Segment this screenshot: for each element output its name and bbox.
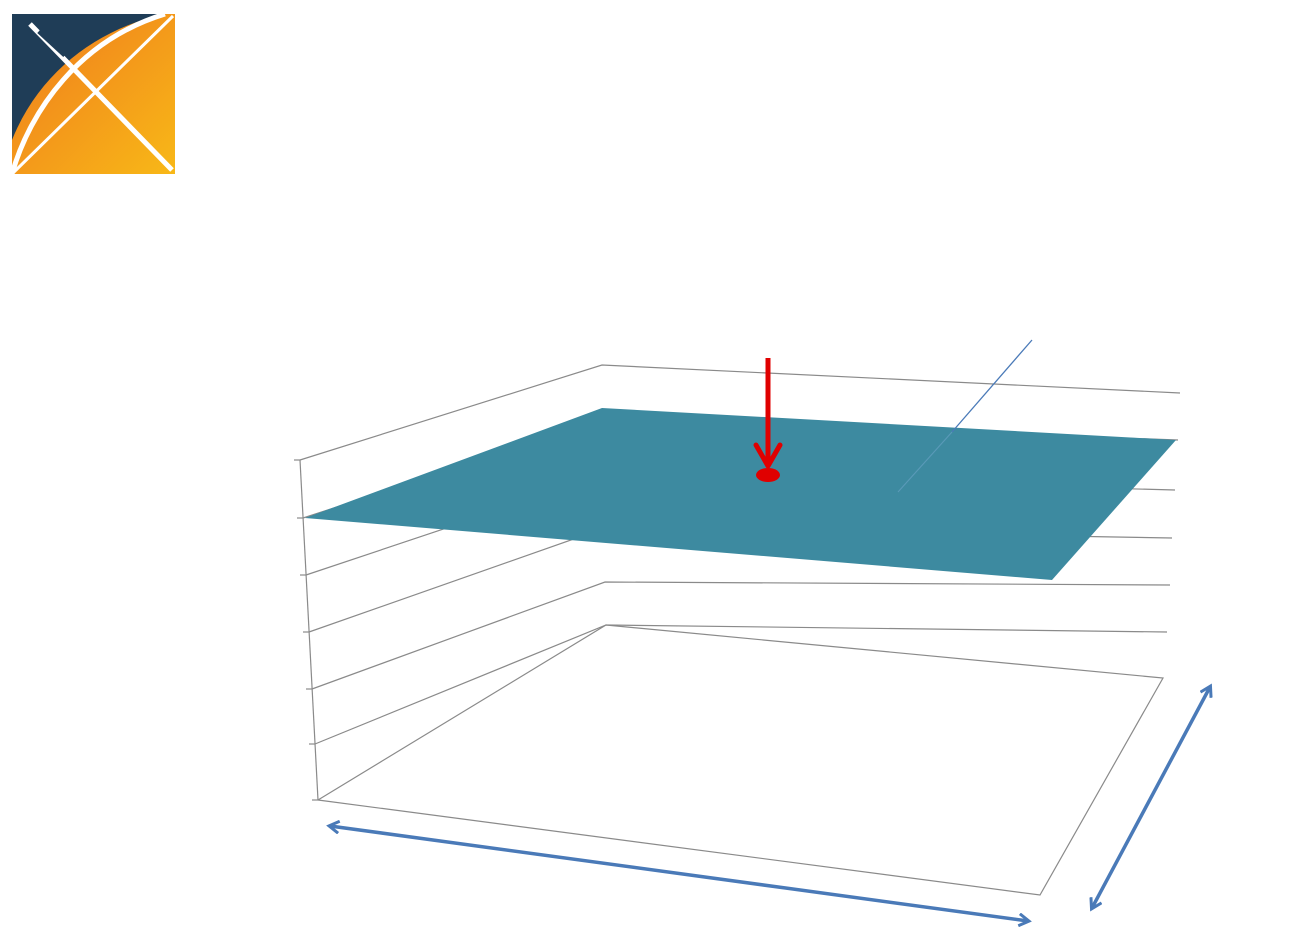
width-dimension-arrow <box>330 826 1028 921</box>
target-point <box>756 468 780 482</box>
floor-edge <box>317 624 1164 896</box>
grid-line <box>314 624 1168 745</box>
depth-dimension-arrow <box>1092 687 1210 908</box>
grid-line <box>311 581 1171 690</box>
leader-line-inside <box>897 431 953 493</box>
back-wall-edge <box>299 364 1181 461</box>
pointer-arrow-icon <box>753 358 783 482</box>
leader-line <box>951 339 1033 433</box>
x-logo-icon <box>9 11 175 175</box>
surface-plane <box>305 408 1176 580</box>
vertical-axis-line <box>299 459 319 801</box>
